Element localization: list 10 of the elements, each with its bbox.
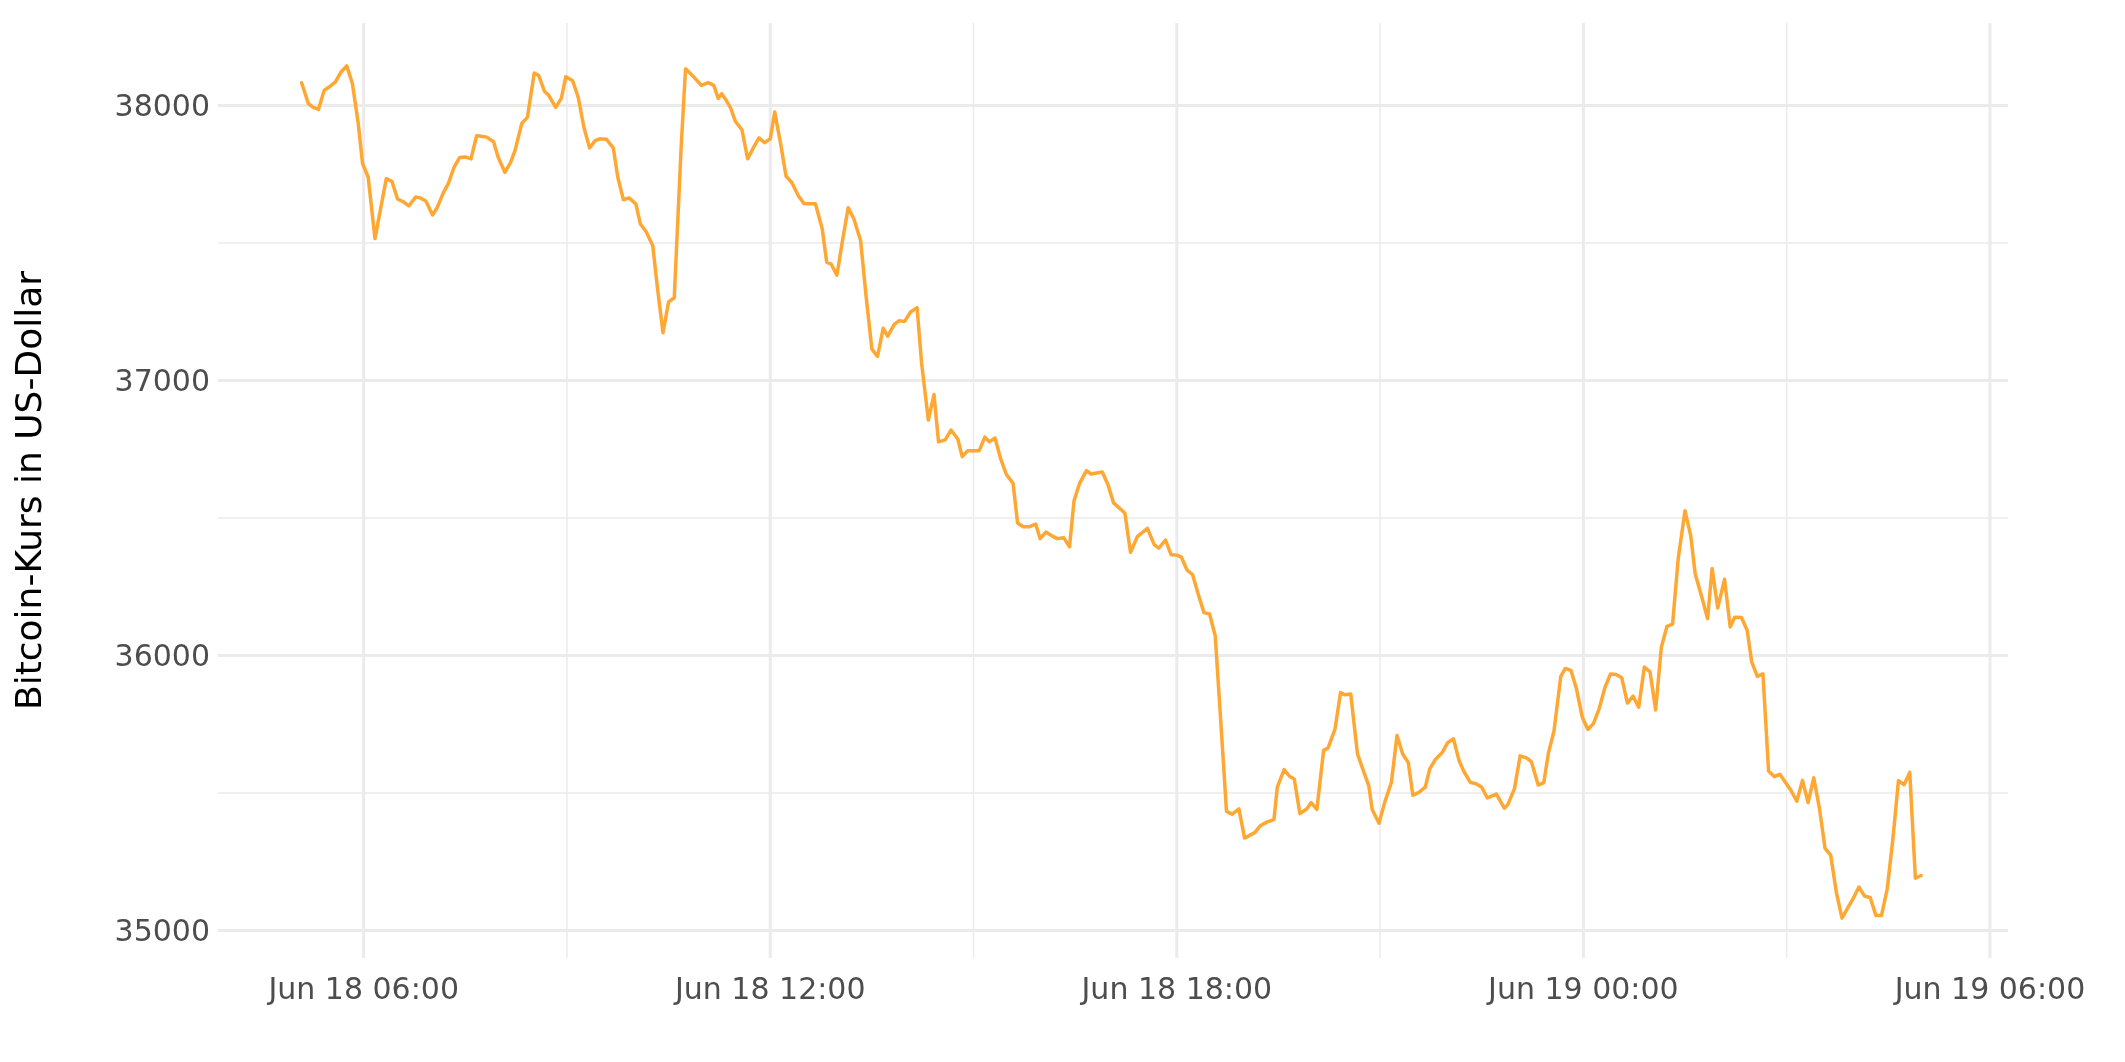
x-tick-label: Jun 19 06:00 (1892, 971, 2086, 1007)
y-tick-label: 35000 (114, 913, 210, 949)
x-tick-label: Jun 18 12:00 (672, 971, 866, 1007)
y-tick-label: 38000 (114, 88, 210, 124)
y-tick-label: 36000 (114, 638, 210, 674)
x-tick-label: Jun 19 00:00 (1486, 971, 1679, 1007)
x-tick-label: Jun 18 18:00 (1079, 971, 1273, 1007)
x-tick-label: Jun 18 06:00 (266, 971, 459, 1007)
y-tick-label: 37000 (114, 363, 210, 399)
y-axis-title: Bitcoin-Kurs in US-Dollar (7, 270, 49, 711)
